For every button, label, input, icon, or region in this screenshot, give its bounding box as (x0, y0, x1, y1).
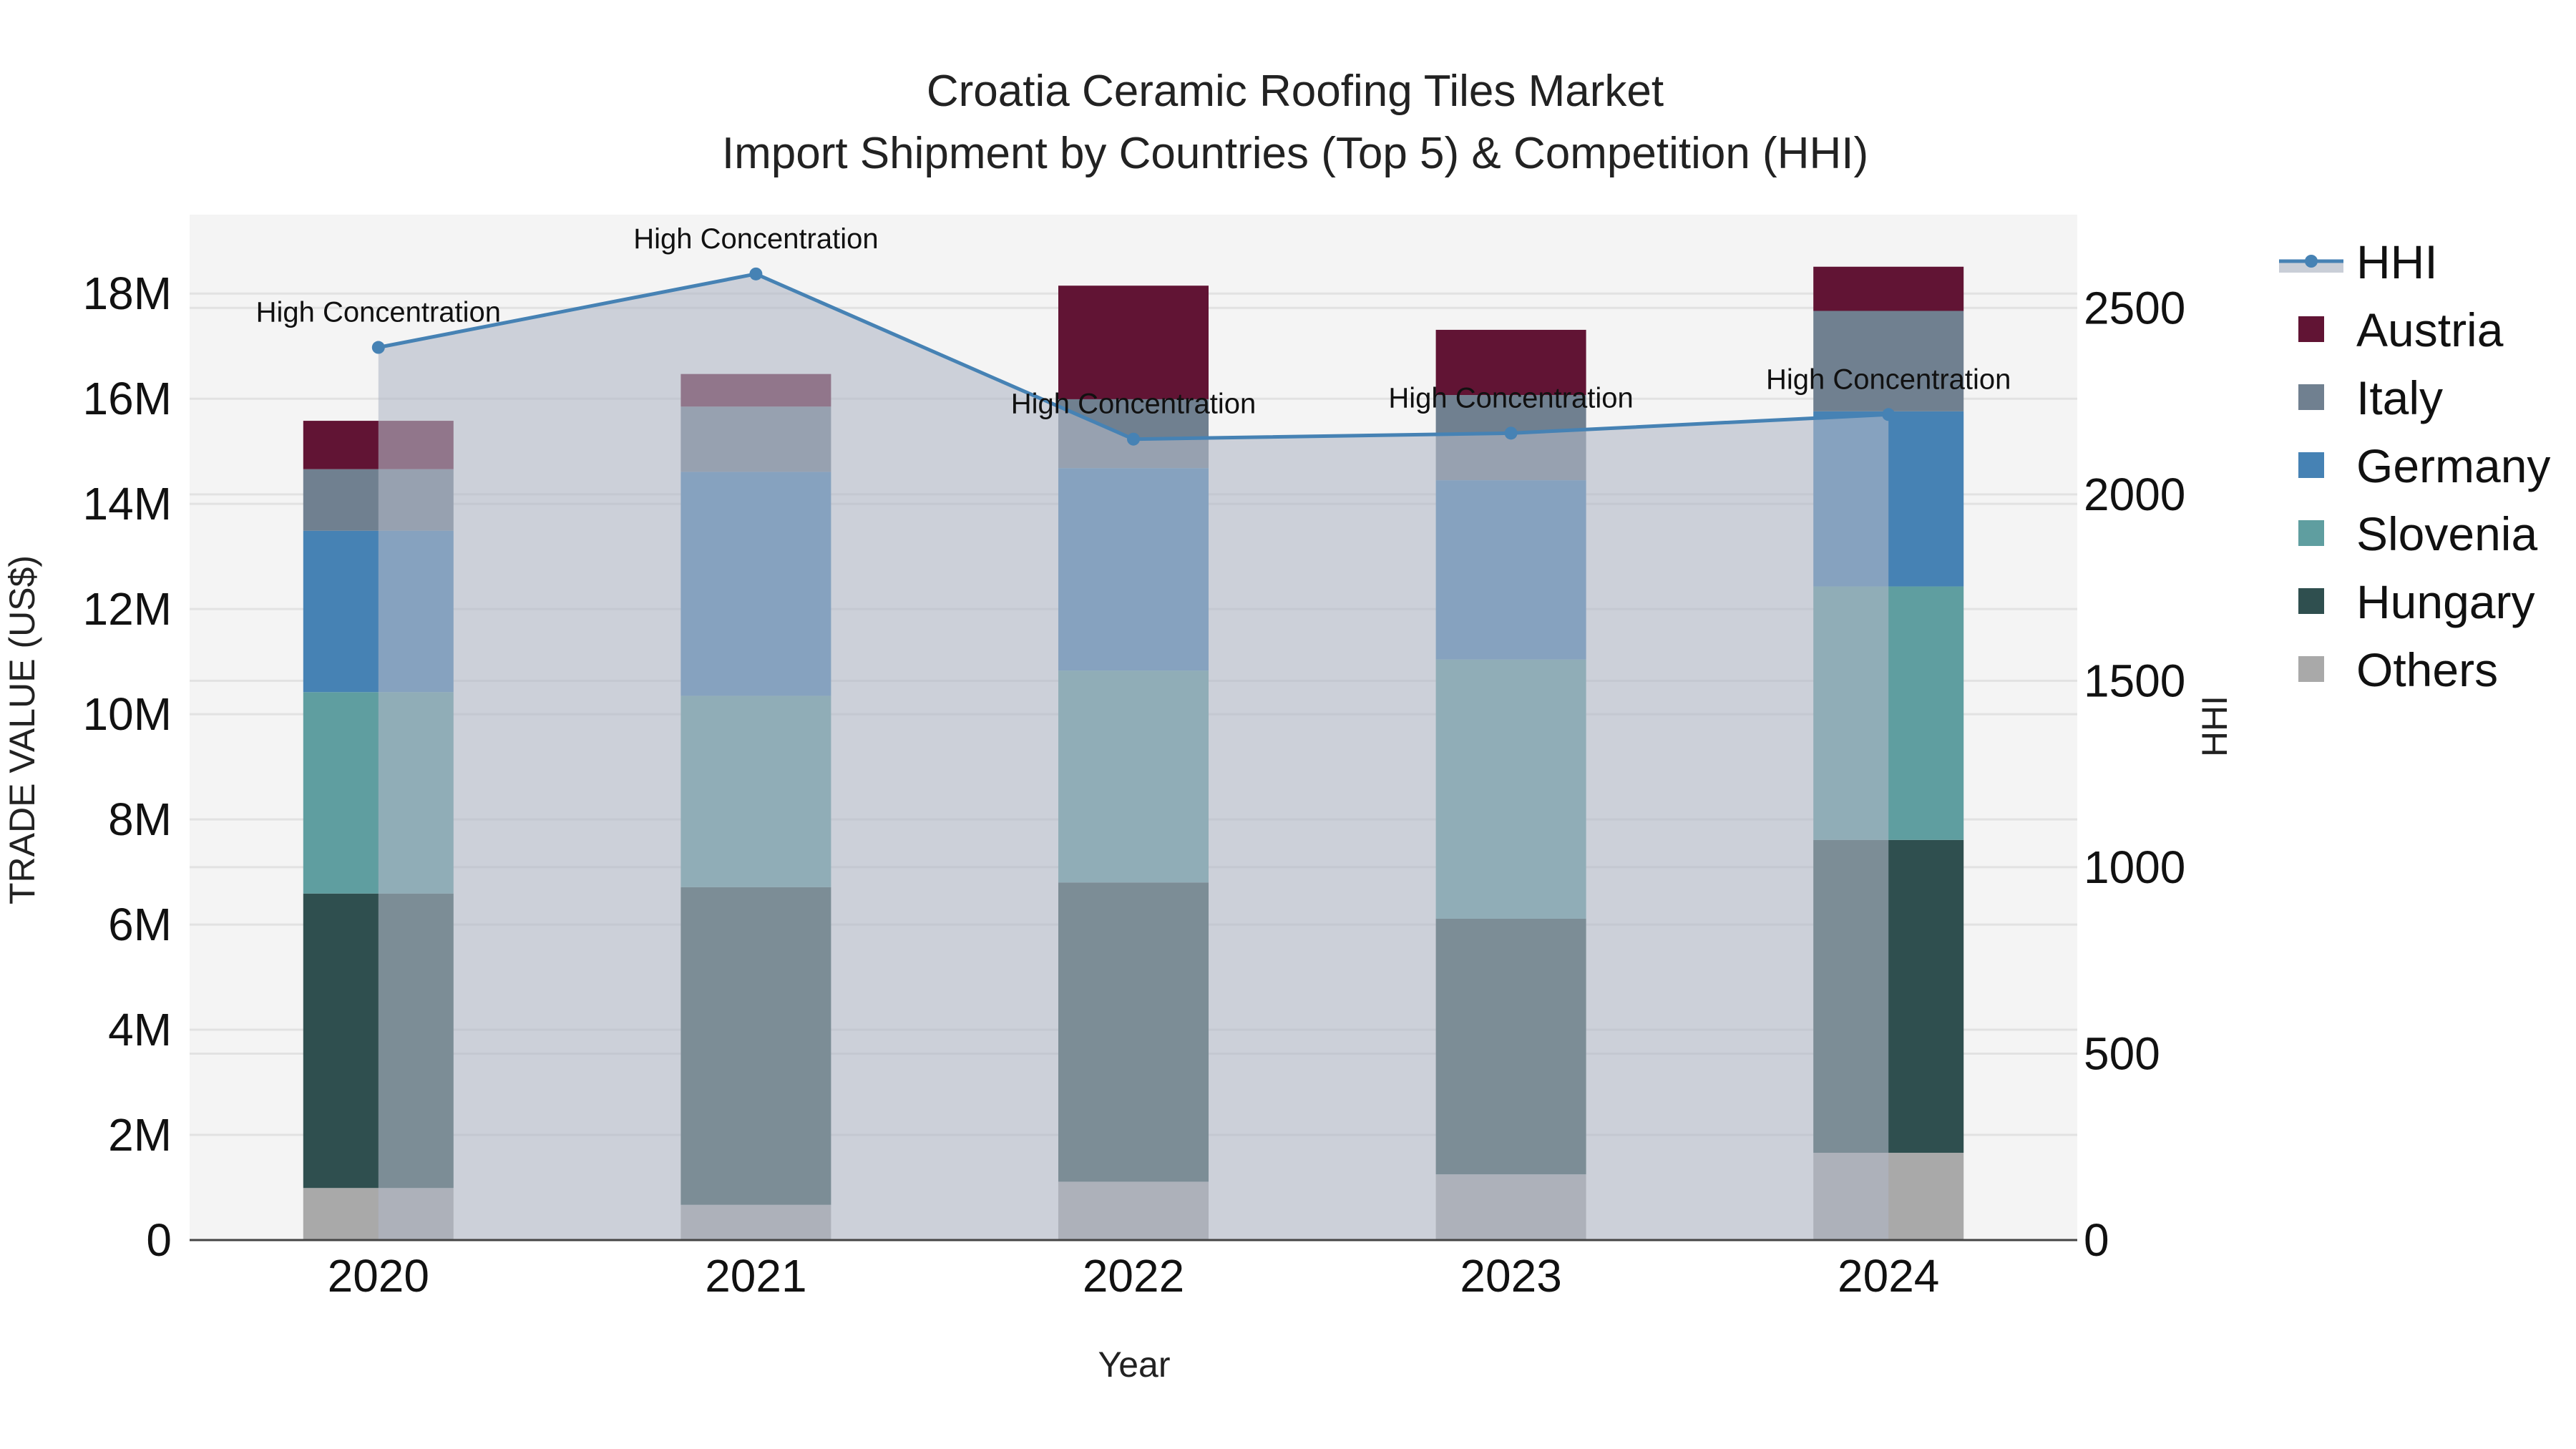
legend-item-slovenia[interactable]: Slovenia (2298, 507, 2537, 560)
y2-axis-title: HHI (2195, 696, 2235, 757)
hhi-annotation: High Concentration (1766, 364, 2011, 395)
y-tick-label: 4M (108, 1004, 172, 1055)
hhi-annotation: High Concentration (1011, 389, 1256, 420)
hhi-marker (371, 341, 385, 354)
y2-tick-label: 2500 (2084, 282, 2185, 333)
y2-tick-label: 1500 (2084, 655, 2185, 706)
x-tick-label: 2020 (328, 1250, 429, 1302)
x-tick-label: 2021 (705, 1250, 806, 1302)
legend-label: Hungary (2356, 575, 2534, 628)
y2-axis-ticks: 0 500 1000 1500 2000 2500 (2084, 282, 2185, 1266)
bar-segment-austria (1813, 266, 1964, 311)
bar-segment-austria (1435, 329, 1586, 396)
hhi-marker (1882, 408, 1896, 421)
hhi-area-fill (378, 273, 1889, 1240)
y2-tick-label: 0 (2084, 1214, 2109, 1266)
legend-label: Others (2356, 643, 2498, 696)
y-axis-title: TRADE VALUE (US$) (2, 555, 42, 904)
legend-label: Austria (2356, 303, 2504, 356)
legend-swatch-icon (2298, 452, 2324, 478)
y-tick-label: 8M (108, 794, 172, 845)
legend-label: HHI (2356, 235, 2438, 288)
chart-title: Croatia Ceramic Roofing Tiles Market (927, 67, 1664, 116)
legend-label: Germany (2356, 439, 2550, 492)
hhi-marker (1127, 432, 1140, 446)
hhi-line (371, 267, 1896, 446)
chart-subtitle: Import Shipment by Countries (Top 5) & C… (722, 129, 1868, 178)
y-tick-label: 0 (146, 1214, 172, 1266)
y-tick-label: 14M (83, 478, 172, 530)
legend-swatch-icon (2298, 588, 2324, 614)
y2-tick-label: 500 (2084, 1028, 2160, 1079)
y-tick-label: 18M (83, 268, 172, 319)
x-tick-label: 2022 (1083, 1250, 1184, 1302)
legend-swatch-icon (2298, 316, 2324, 342)
y-tick-label: 12M (83, 583, 172, 635)
hhi-area (378, 273, 1889, 1240)
legend-item-italy[interactable]: Italy (2298, 371, 2443, 424)
y-tick-label: 16M (83, 373, 172, 424)
legend-item-others[interactable]: Others (2298, 643, 2498, 696)
legend-label: Italy (2356, 371, 2443, 424)
y-tick-label: 6M (108, 899, 172, 950)
x-axis-ticks: 2020 2021 2022 2023 2024 (328, 1250, 1940, 1302)
hhi-annotations: High Concentration High Concentration High… (256, 223, 2011, 420)
bar-segment-italy (1813, 311, 1964, 411)
legend: HHI Austria Italy Germany Slovenia Hungary Oth… (2279, 235, 2550, 696)
hhi-marker (1504, 426, 1518, 440)
legend-item-hungary[interactable]: Hungary (2298, 575, 2534, 628)
y2-tick-label: 1000 (2084, 841, 2185, 893)
legend-swatch-icon (2298, 384, 2324, 410)
y-tick-label: 10M (83, 688, 172, 740)
y-axis-ticks: 0 2M 4M 6M 8M 10M 12M 14M 16M 18M (83, 268, 172, 1266)
y-tick-label: 2M (108, 1109, 172, 1161)
hhi-annotation: High Concentration (256, 297, 501, 328)
legend-item-germany[interactable]: Germany (2298, 439, 2550, 492)
x-tick-label: 2023 (1460, 1250, 1561, 1302)
x-axis-title: Year (1098, 1345, 1170, 1385)
y2-tick-label: 2000 (2084, 469, 2185, 520)
legend-item-austria[interactable]: Austria (2298, 303, 2504, 356)
legend-swatch-icon (2298, 520, 2324, 546)
legend-item-hhi[interactable]: HHI (2279, 235, 2438, 288)
legend-label: Slovenia (2356, 507, 2537, 560)
x-tick-label: 2024 (1838, 1250, 1939, 1302)
hhi-marker (749, 267, 763, 280)
bar-segment-austria (1058, 286, 1209, 399)
hhi-annotation: High Concentration (1388, 382, 1633, 414)
legend-swatch-icon (2298, 656, 2324, 682)
hhi-legend-marker-icon (2305, 255, 2318, 268)
hhi-annotation: High Concentration (633, 223, 878, 255)
